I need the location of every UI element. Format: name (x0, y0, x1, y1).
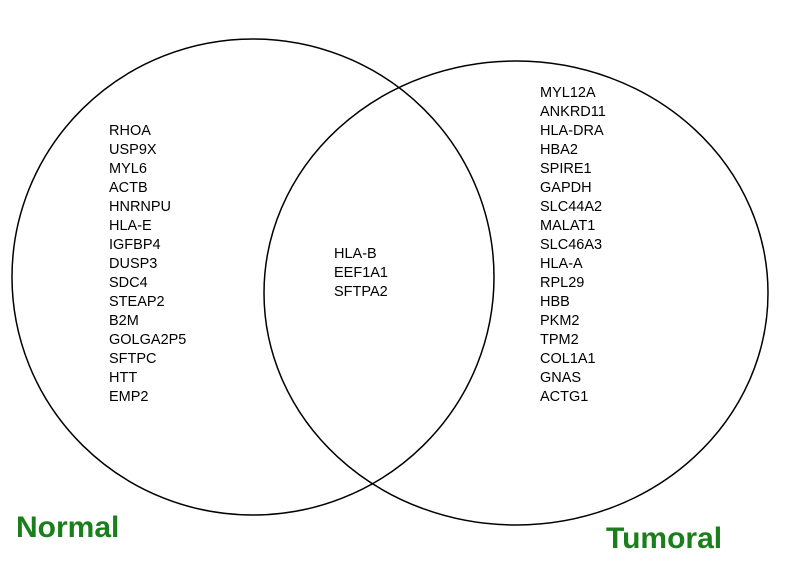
normal-circle (11, 38, 495, 516)
tumoral-gene-item: MALAT1 (540, 218, 596, 234)
normal-gene-list: RHOA USP9X MYL6 ACTB HNRNPU HLA-E IGFBP4 DUSP3 S… (109, 122, 186, 407)
tumoral-gene-item: SLC46A3 (540, 237, 603, 253)
tumoral-circle (263, 60, 769, 526)
tumoral-gene-item: ACTG1 (540, 389, 589, 405)
tumoral-set-label: Tumoral (606, 522, 723, 555)
tumoral-gene-item: HBB (540, 294, 570, 310)
normal-gene-item: ACTB (109, 180, 148, 196)
tumoral-gene-item: RPL29 (540, 275, 585, 291)
tumoral-gene-item: ANKRD11 (540, 104, 606, 120)
intersection-gene-item: SFTPA2 (334, 284, 388, 300)
tumoral-gene-item: GAPDH (540, 180, 592, 196)
intersection-gene-list: HLA-B EEF1A1 SFTPA2 (334, 245, 388, 302)
normal-gene-item: STEAP2 (109, 294, 165, 310)
normal-gene-item: HLA-E (109, 218, 152, 234)
normal-gene-item: USP9X (109, 142, 157, 158)
normal-gene-item: EMP2 (109, 389, 149, 405)
tumoral-gene-item: SPIRE1 (540, 161, 592, 177)
normal-gene-item: HTT (109, 370, 138, 386)
normal-gene-item: DUSP3 (109, 256, 158, 272)
tumoral-gene-item: GNAS (540, 370, 582, 386)
tumoral-gene-item: PKM2 (540, 313, 580, 329)
tumoral-gene-item: MYL12A (540, 85, 596, 101)
normal-gene-item: RHOA (109, 123, 151, 139)
tumoral-gene-item: TPM2 (540, 332, 579, 348)
tumoral-gene-item: HLA-DRA (540, 123, 604, 139)
normal-gene-item: MYL6 (109, 161, 147, 177)
normal-gene-item: GOLGA2P5 (109, 332, 187, 348)
intersection-gene-item: EEF1A1 (334, 265, 388, 281)
normal-gene-item: SFTPC (109, 351, 157, 367)
tumoral-gene-item: HBA2 (540, 142, 578, 158)
normal-gene-item: IGFBP4 (109, 237, 161, 253)
tumoral-gene-list: MYL12A ANKRD11 HLA-DRA HBA2 SPIRE1 GAPDH SLC44… (540, 84, 606, 407)
normal-gene-item: SDC4 (109, 275, 148, 291)
normal-gene-item: HNRNPU (109, 199, 172, 215)
tumoral-gene-item: SLC44A2 (540, 199, 603, 215)
normal-set-label: Normal (16, 511, 120, 544)
normal-gene-item: B2M (109, 313, 139, 329)
intersection-gene-item: HLA-B (334, 246, 377, 262)
tumoral-gene-item: HLA-A (540, 256, 583, 272)
tumoral-gene-item: COL1A1 (540, 351, 596, 367)
